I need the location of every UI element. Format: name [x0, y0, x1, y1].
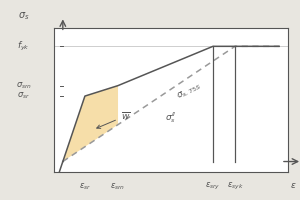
- Text: $\sigma_s$: $\sigma_s$: [18, 10, 29, 22]
- Text: $\varepsilon_{sry}$: $\varepsilon_{sry}$: [205, 181, 221, 192]
- Text: $\sigma_{srn}$: $\sigma_{srn}$: [16, 80, 32, 91]
- Text: $\sigma_s^{II}$: $\sigma_s^{II}$: [165, 110, 177, 125]
- Text: $\overline{w}$: $\overline{w}$: [97, 110, 130, 128]
- Text: $\varepsilon$: $\varepsilon$: [290, 181, 297, 190]
- Polygon shape: [63, 86, 118, 162]
- Text: $\varepsilon_{syk}$: $\varepsilon_{syk}$: [227, 181, 243, 192]
- Text: $\varepsilon_{sr}$: $\varepsilon_{sr}$: [79, 181, 91, 192]
- Text: $\sigma_{sr}$: $\sigma_{sr}$: [17, 91, 30, 101]
- Text: $f_{yk}$: $f_{yk}$: [17, 40, 30, 53]
- Text: $\sigma_{s,75S}$: $\sigma_{s,75S}$: [176, 81, 204, 102]
- Text: $\varepsilon_{srn}$: $\varepsilon_{srn}$: [110, 181, 126, 192]
